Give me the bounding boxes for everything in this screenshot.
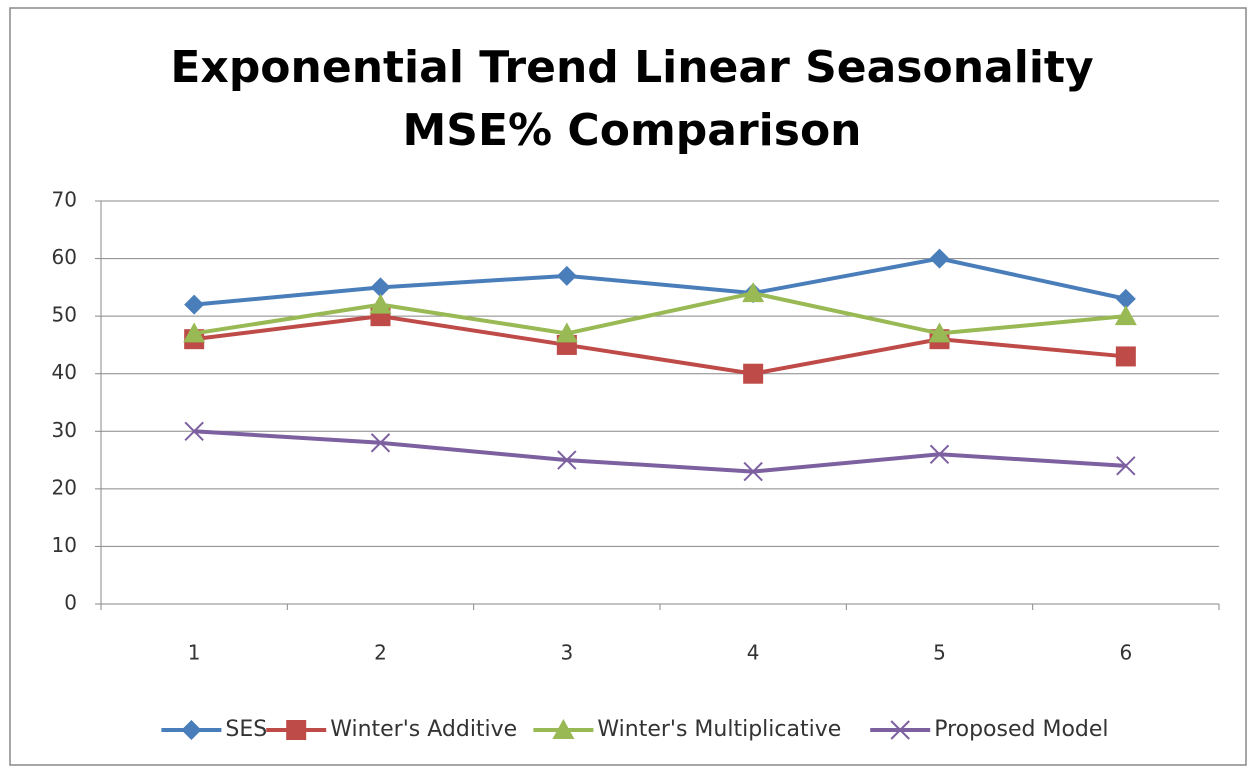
marker bbox=[286, 720, 307, 740]
marker bbox=[742, 282, 765, 303]
series-line bbox=[194, 429, 1126, 474]
marker bbox=[890, 720, 910, 740]
marker bbox=[743, 461, 763, 482]
y-tick-label: 50 bbox=[52, 303, 77, 327]
marker bbox=[184, 421, 204, 441]
marker bbox=[181, 720, 202, 740]
marker bbox=[743, 363, 764, 384]
legend-label: SES bbox=[225, 717, 267, 742]
y-tick-label: 10 bbox=[52, 533, 77, 557]
legend-label: Proposed Model bbox=[934, 717, 1108, 742]
marker bbox=[556, 265, 577, 286]
marker bbox=[369, 293, 392, 314]
marker bbox=[557, 450, 577, 470]
marker bbox=[183, 322, 206, 343]
marker bbox=[555, 322, 578, 343]
x-tick-label: 3 bbox=[560, 641, 573, 665]
y-tick-label: 30 bbox=[52, 418, 77, 442]
series-line bbox=[193, 256, 1127, 307]
marker bbox=[1116, 456, 1136, 476]
x-tick-label: 6 bbox=[1119, 641, 1132, 665]
y-tick-label: 70 bbox=[52, 188, 77, 212]
chart-border bbox=[9, 7, 1247, 766]
x-tick-label: 4 bbox=[747, 641, 760, 665]
chart-title: Exponential Trend Linear Seasonality bbox=[170, 42, 1093, 93]
x-tick-label: 1 bbox=[188, 641, 201, 665]
legend-label: Winter's Additive bbox=[330, 717, 517, 742]
series-line bbox=[193, 314, 1127, 376]
legend-label: Winter's Multiplicative bbox=[597, 717, 841, 742]
marker bbox=[184, 294, 205, 315]
y-tick-label: 20 bbox=[52, 475, 77, 499]
marker bbox=[370, 277, 391, 298]
series-line bbox=[193, 291, 1127, 336]
chart-title: MSE% Comparison bbox=[402, 105, 861, 156]
marker bbox=[928, 322, 951, 343]
marker bbox=[1115, 346, 1136, 367]
x-tick-label: 2 bbox=[374, 641, 387, 665]
marker bbox=[929, 444, 950, 465]
marker bbox=[370, 433, 391, 453]
marker bbox=[1114, 305, 1137, 326]
marker bbox=[552, 719, 575, 739]
marker bbox=[929, 248, 950, 269]
marker bbox=[1115, 288, 1136, 309]
y-tick-label: 40 bbox=[52, 360, 77, 384]
x-tick-label: 5 bbox=[933, 641, 946, 665]
y-tick-label: 60 bbox=[52, 245, 77, 269]
y-tick-label: 0 bbox=[64, 591, 77, 615]
